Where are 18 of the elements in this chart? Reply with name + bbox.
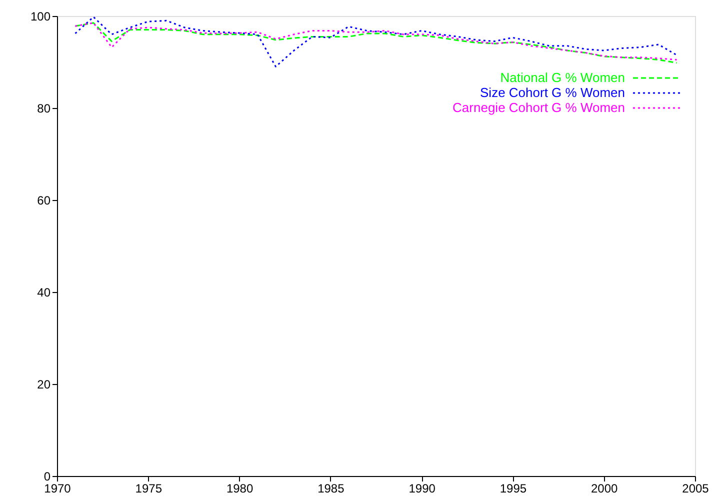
- x-tick-label: 1985: [318, 482, 345, 496]
- x-tick-label: 1975: [135, 482, 162, 496]
- y-tick-label: 20: [37, 378, 51, 392]
- x-tick-label: 1980: [226, 482, 254, 496]
- x-tick-label: 1990: [408, 482, 436, 496]
- y-tick-label: 40: [37, 286, 51, 300]
- y-tick-label: 0: [44, 470, 51, 484]
- legend-label: National G % Women: [500, 70, 625, 85]
- line-series: [74, 16, 678, 68]
- legend-label: Size Cohort G % Women: [480, 85, 625, 100]
- x-tick-label: 1995: [500, 482, 527, 496]
- y-tick-label: 100: [30, 10, 51, 24]
- legend-label: Carnegie Cohort G % Women: [452, 100, 625, 115]
- x-tick-label: 2000: [591, 482, 618, 496]
- x-tick-label: 1970: [44, 482, 72, 496]
- x-tick-label: 2005: [682, 482, 710, 496]
- y-tick-label: 60: [37, 194, 51, 208]
- y-tick-label: 80: [37, 102, 51, 116]
